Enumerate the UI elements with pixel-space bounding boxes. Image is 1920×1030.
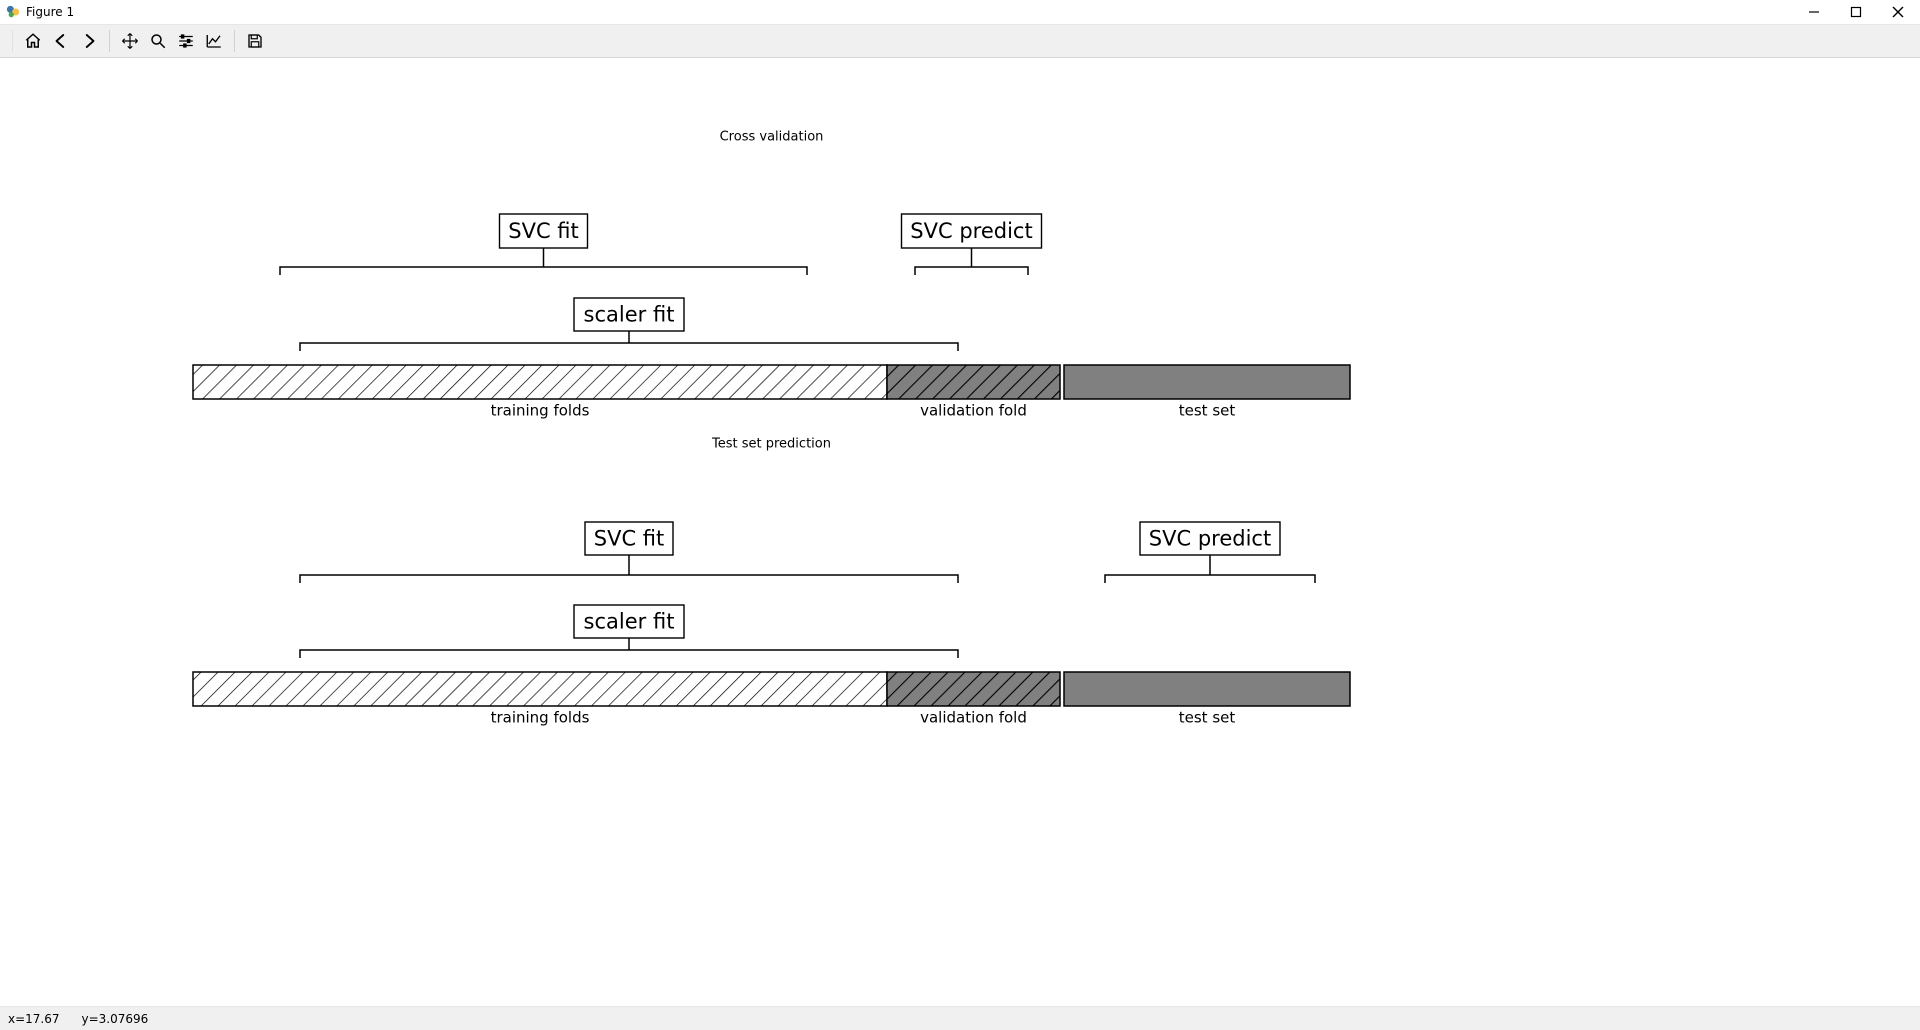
home-button[interactable] (19, 27, 47, 55)
svg-text:training folds: training folds (491, 402, 590, 420)
zoom-button[interactable] (144, 27, 172, 55)
svg-text:test set: test set (1179, 709, 1236, 727)
window-maximize-button[interactable] (1844, 0, 1868, 24)
window-title: Figure 1 (26, 5, 74, 19)
status-x: x=17.67 (8, 1012, 60, 1026)
toolbar-separator (12, 30, 13, 52)
svg-text:SVC fit: SVC fit (594, 527, 665, 551)
edit-axes-button[interactable] (200, 27, 228, 55)
svg-text:training folds: training folds (491, 709, 590, 727)
svg-text:SVC fit: SVC fit (508, 219, 579, 243)
pan-button[interactable] (116, 27, 144, 55)
svg-text:Test set prediction: Test set prediction (711, 437, 831, 452)
svg-text:validation fold: validation fold (920, 709, 1027, 727)
svg-text:validation fold: validation fold (920, 402, 1027, 420)
window-titlebar: Figure 1 (0, 0, 1920, 24)
forward-button[interactable] (75, 27, 103, 55)
window-close-button[interactable] (1886, 0, 1910, 24)
toolbar-separator (109, 30, 110, 52)
figure-canvas[interactable]: Cross validation training folds validation… (0, 58, 1920, 1006)
back-button[interactable] (47, 27, 75, 55)
window-minimize-button[interactable] (1802, 0, 1826, 24)
app-icon (6, 5, 20, 19)
status-bar: x=17.67 y=3.07696 (0, 1006, 1920, 1030)
svg-text:test set: test set (1179, 402, 1236, 420)
svg-text:scaler fit: scaler fit (584, 610, 675, 634)
svg-text:SVC predict: SVC predict (1149, 527, 1271, 551)
svg-text:SVC predict: SVC predict (910, 219, 1032, 243)
svg-text:scaler fit: scaler fit (584, 303, 675, 327)
save-button[interactable] (241, 27, 269, 55)
toolbar-separator (234, 30, 235, 52)
status-y: y=3.07696 (82, 1012, 149, 1026)
toolbar (0, 24, 1920, 58)
configure-subplots-button[interactable] (172, 27, 200, 55)
svg-text:Cross validation: Cross validation (720, 130, 824, 145)
